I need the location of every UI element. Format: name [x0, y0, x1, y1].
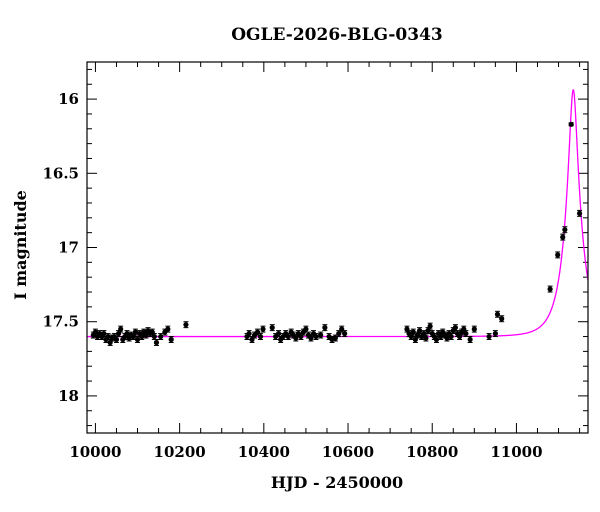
model-curve — [87, 89, 589, 338]
data-marker — [410, 329, 416, 335]
data-point — [165, 325, 171, 333]
data-point — [153, 339, 160, 346]
data-point — [260, 325, 266, 333]
data-point — [313, 333, 319, 341]
x-axis-label: HJD - 2450000 — [271, 473, 403, 492]
x-tick-label: 10800 — [406, 443, 458, 461]
data-marker — [467, 336, 473, 343]
data-marker — [303, 326, 309, 332]
data-marker — [269, 325, 275, 331]
data-marker — [313, 333, 319, 340]
data-point — [467, 336, 473, 343]
plot-frame — [86, 61, 589, 434]
data-point — [494, 310, 501, 318]
data-marker — [471, 326, 477, 332]
data-marker — [486, 333, 492, 340]
data-marker — [427, 323, 433, 329]
data-point — [427, 322, 433, 330]
data-point — [562, 226, 568, 234]
x-tick-label: 10600 — [322, 443, 374, 461]
data-marker — [118, 326, 124, 332]
data-marker — [568, 121, 574, 127]
axis-ticks — [87, 62, 588, 433]
data-point — [132, 328, 139, 336]
data-point — [423, 334, 429, 342]
data-point — [168, 336, 174, 343]
data-marker — [322, 325, 328, 331]
data-marker — [562, 227, 568, 233]
data-marker — [165, 326, 171, 332]
data-point — [257, 333, 264, 341]
x-tick-label: 10200 — [154, 443, 206, 461]
data-marker — [168, 336, 174, 343]
data-point — [342, 330, 348, 338]
data-marker — [246, 330, 252, 337]
data-point — [113, 336, 120, 343]
data-marker — [416, 328, 423, 334]
data-marker — [452, 325, 458, 331]
data-point — [269, 324, 275, 332]
data-point — [339, 325, 345, 333]
data-point — [162, 328, 168, 336]
data-point — [555, 251, 561, 259]
x-tick-label: 10400 — [238, 443, 290, 461]
data-point — [463, 330, 469, 338]
data-marker — [463, 330, 469, 337]
data-point — [118, 325, 124, 333]
data-point — [499, 315, 505, 323]
data-point — [416, 327, 423, 335]
y-tick-label: 16 — [58, 90, 79, 108]
data-point — [471, 325, 477, 333]
data-point — [183, 321, 189, 329]
data-point — [336, 330, 342, 338]
data-point — [547, 285, 553, 293]
data-marker — [499, 316, 505, 322]
data-marker — [113, 336, 120, 343]
data-marker — [576, 210, 583, 216]
tick-labels: 10000 10200 10400 10600 10800 11000 16 16.5 17 17… — [42, 90, 542, 461]
data-point — [318, 331, 324, 339]
data-marker — [257, 333, 264, 340]
data-marker — [153, 339, 160, 346]
data-point — [568, 121, 574, 127]
data-points — [90, 121, 583, 346]
data-marker — [555, 252, 561, 258]
data-marker — [318, 332, 324, 338]
data-point — [300, 328, 306, 336]
data-marker — [151, 333, 157, 340]
chart-title: OGLE-2026-BLG-0343 — [231, 25, 443, 45]
data-point — [486, 333, 492, 341]
y-axis-label: I magnitude — [11, 190, 30, 300]
data-marker — [105, 333, 111, 340]
y-tick-label: 18 — [58, 387, 79, 405]
y-tick-label: 16.5 — [42, 164, 79, 182]
data-marker — [260, 326, 266, 332]
data-point — [158, 333, 164, 341]
x-tick-label: 11000 — [490, 443, 542, 461]
data-marker — [560, 234, 566, 240]
data-marker — [183, 322, 189, 328]
data-marker — [494, 311, 501, 317]
data-marker — [134, 336, 141, 343]
data-marker — [433, 336, 440, 343]
y-tick-label: 17.5 — [42, 313, 79, 331]
x-tick-label: 10000 — [69, 443, 121, 461]
data-marker — [492, 330, 498, 337]
data-marker — [547, 286, 553, 292]
data-point — [560, 233, 566, 241]
data-point — [576, 209, 583, 217]
data-marker — [342, 330, 348, 337]
data-marker — [275, 330, 282, 337]
data-marker — [158, 333, 164, 340]
data-point — [492, 330, 498, 338]
data-marker — [132, 329, 139, 335]
data-marker — [101, 330, 107, 337]
model-layer — [87, 89, 589, 338]
data-marker — [448, 333, 454, 340]
data-point — [322, 324, 328, 332]
y-tick-label: 17 — [58, 239, 79, 257]
data-marker — [423, 335, 429, 341]
